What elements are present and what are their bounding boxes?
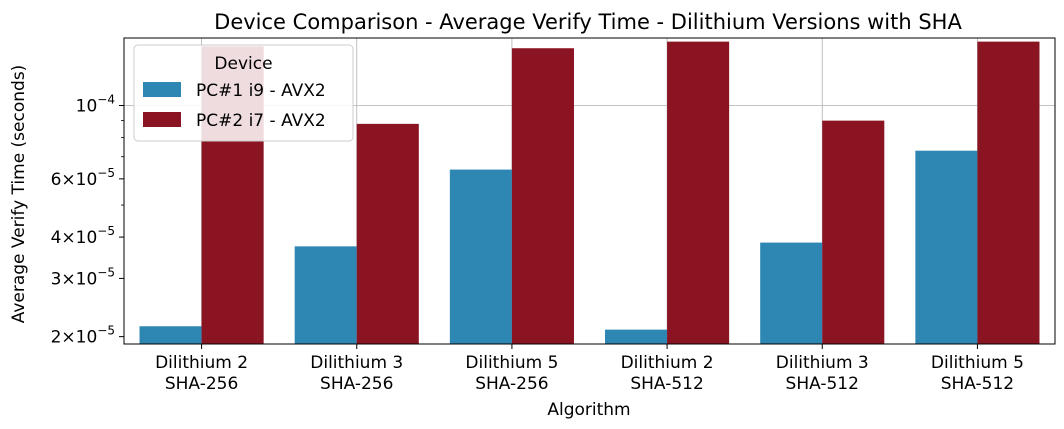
bar xyxy=(511,48,574,344)
y-tick-label: 3×10−5 xyxy=(51,265,115,289)
legend-label: PC#2 i7 - AVX2 xyxy=(196,111,326,131)
bar xyxy=(822,120,885,344)
y-tick-label: 6×10−5 xyxy=(51,166,115,190)
y-tick-labels: 2×10−5 3×10−5 4×10−5 6×10−5 10−4 xyxy=(51,92,115,347)
x-tick-label: Dilithium 2 SHA-256 xyxy=(155,353,248,394)
bar xyxy=(294,246,357,344)
x-tick-labels: Dilithium 2 SHA-256 Dilithium 3 SHA-256 Dili… xyxy=(155,353,1024,394)
x-tick-label: Dilithium 5 SHA-256 xyxy=(465,353,558,394)
bar xyxy=(977,41,1040,344)
legend-label: PC#1 i9 - AVX2 xyxy=(196,81,326,101)
bar xyxy=(139,326,202,344)
legend[interactable]: Device PC#1 i9 - AVX2 PC#2 i7 - AVX2 xyxy=(133,44,354,142)
y-tick-label: 10−4 xyxy=(76,92,115,116)
x-tick-label: Dilithium 3 SHA-512 xyxy=(776,353,869,394)
axes xyxy=(119,37,1056,349)
bar xyxy=(760,242,823,344)
chart-title: Device Comparison - Average Verify Time … xyxy=(214,10,962,34)
y-axis-label: Average Verify Time (seconds) xyxy=(9,65,29,324)
x-tick-label: Dilithium 2 SHA-512 xyxy=(621,353,714,394)
x-tick-label: Dilithium 3 SHA-256 xyxy=(310,353,403,394)
bar xyxy=(667,41,730,344)
plot-frame xyxy=(123,37,1056,345)
bar xyxy=(915,150,978,344)
legend-swatch xyxy=(143,112,181,127)
x-axis-label: Algorithm xyxy=(547,400,630,420)
legend-box xyxy=(133,44,354,142)
legend-title: Device xyxy=(214,54,272,74)
y-tick-label: 2×10−5 xyxy=(51,324,115,348)
y-tick-label: 4×10−5 xyxy=(51,224,115,248)
bar xyxy=(605,329,668,344)
x-tick-label: Dilithium 5 SHA-512 xyxy=(931,353,1024,394)
legend-swatch xyxy=(143,82,181,97)
bar xyxy=(356,123,419,345)
bar xyxy=(449,169,512,344)
